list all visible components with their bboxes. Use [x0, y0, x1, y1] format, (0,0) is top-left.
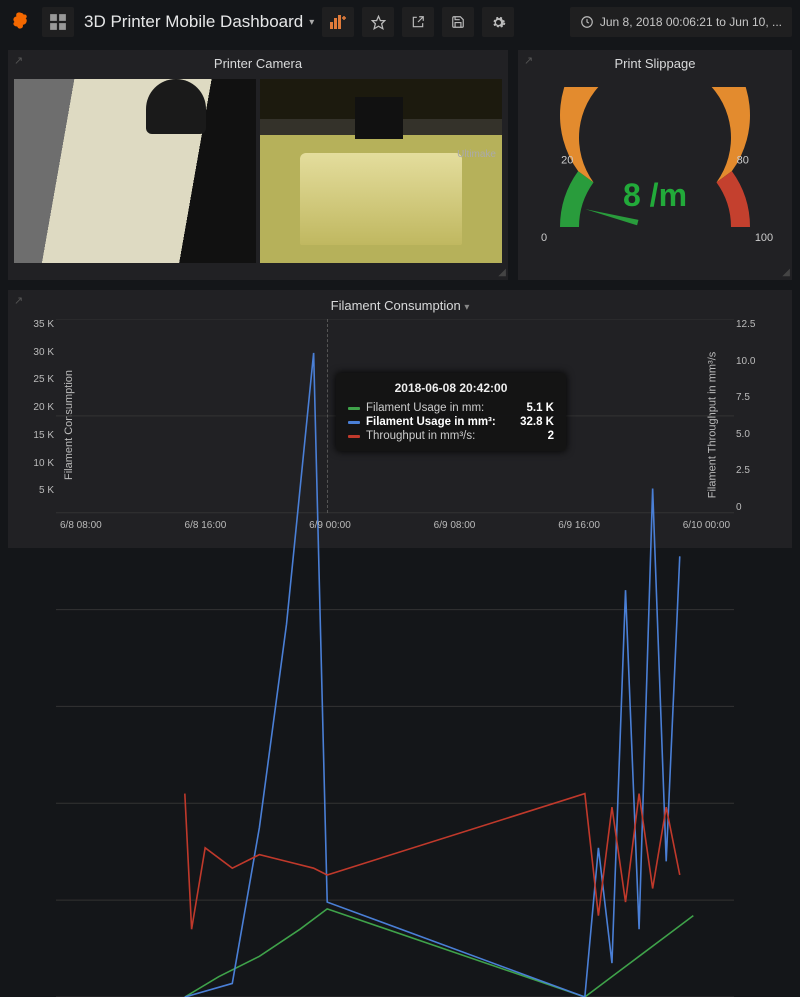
share-icon[interactable] — [402, 7, 434, 37]
chart-tooltip: 2018-06-08 20:42:00 Filament Usage in mm… — [336, 373, 566, 451]
add-panel-icon[interactable] — [322, 7, 354, 37]
clock-icon — [580, 15, 594, 29]
y-ticks-right: 12.510.07.55.02.50 — [736, 319, 762, 513]
camera-feed-2: Ultimake — [260, 79, 502, 263]
tooltip-row: Filament Usage in mm³:32.8 K — [348, 415, 554, 429]
topbar: 3D Printer Mobile Dashboard ▾ Jun 8, 201… — [0, 0, 800, 44]
tooltip-row: Throughput in mm³/s:2 — [348, 429, 554, 443]
dashboard-title-text: 3D Printer Mobile Dashboard — [84, 12, 303, 32]
chevron-down-icon: ▾ — [464, 302, 469, 313]
panel-title[interactable]: Print Slippage — [518, 50, 792, 75]
dashboards-icon[interactable] — [42, 7, 74, 37]
panel-link-icon[interactable]: ↗ — [524, 54, 533, 67]
panel-filament-consumption: ↗ Filament Consumption ▾ Filament Consum… — [8, 290, 792, 548]
panel-link-icon[interactable]: ↗ — [14, 54, 23, 67]
tooltip-timestamp: 2018-06-08 20:42:00 — [348, 381, 554, 395]
chevron-down-icon: ▾ — [309, 17, 314, 28]
resize-handle-icon[interactable]: ◢ — [782, 267, 790, 278]
camera-feed-1 — [14, 79, 256, 263]
gauge: 0 20 80 100 8 /m — [518, 75, 792, 269]
tooltip-row: Filament Usage in mm:5.1 K — [348, 401, 554, 415]
panel-link-icon[interactable]: ↗ — [14, 294, 23, 307]
y-ticks-left: 35 K30 K25 K20 K15 K10 K5 K — [30, 319, 54, 513]
svg-text:0: 0 — [541, 232, 547, 244]
gauge-value: 8 /m — [518, 177, 792, 214]
printer-brand-label: Ultimake — [457, 149, 496, 160]
time-range-text: Jun 8, 2018 00:06:21 to Jun 10, ... — [600, 15, 782, 29]
x-ticks: 6/8 08:006/8 16:006/9 00:006/9 08:006/9 … — [56, 520, 734, 531]
svg-text:80: 80 — [737, 155, 749, 167]
svg-text:100: 100 — [755, 232, 773, 244]
save-icon[interactable] — [442, 7, 474, 37]
svg-text:20: 20 — [561, 155, 573, 167]
time-range-picker[interactable]: Jun 8, 2018 00:06:21 to Jun 10, ... — [570, 7, 792, 37]
panel-printer-camera: ↗ Printer Camera Ultimake ◢ — [8, 50, 508, 280]
settings-icon[interactable] — [482, 7, 514, 37]
grafana-logo[interactable] — [8, 9, 34, 35]
panel-print-slippage: ↗ Print Slippage 0 20 80 100 8 /m ◢ — [518, 50, 792, 280]
dashboard-title[interactable]: 3D Printer Mobile Dashboard ▾ — [84, 12, 314, 32]
chart-hover-line — [327, 319, 328, 513]
panel-title[interactable]: Printer Camera — [8, 50, 508, 75]
panel-title[interactable]: Filament Consumption ▾ — [8, 290, 792, 315]
resize-handle-icon[interactable]: ◢ — [498, 267, 506, 278]
chart-area[interactable]: Filament Consumption Filament Throughput… — [8, 315, 792, 535]
star-icon[interactable] — [362, 7, 394, 37]
